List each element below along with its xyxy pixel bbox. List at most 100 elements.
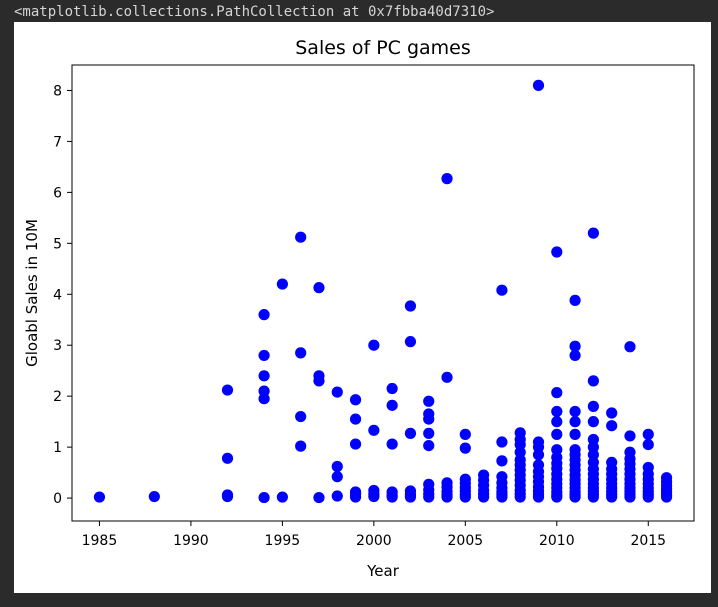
y-axis-title: Gloabl Sales in 10M [23,219,41,367]
scatter-point [569,416,581,428]
y-tick-label: 1 [53,440,62,456]
scatter-point [295,347,307,359]
y-tick-label: 8 [53,83,62,99]
scatter-point [587,375,599,387]
chart-title: Sales of PC games [295,37,471,59]
scatter-point [349,438,362,450]
scatter-point [276,278,288,290]
scatter-point [386,486,398,498]
scatter-point [478,469,490,481]
scatter-point [459,442,471,454]
y-tick-label: 2 [53,389,62,405]
scatter-point [148,490,160,503]
scatter-point [587,227,599,239]
scatter-point [349,486,362,498]
scatter-point [423,395,435,407]
scatter-point [642,428,654,440]
scatter-point [569,428,581,440]
scatter-point [423,427,435,439]
x-tick-label: 2005 [448,533,484,549]
scatter-point [496,436,508,448]
scatter-point [313,282,325,294]
scatter-point [514,427,526,439]
y-axis: 0 1 2 3 4 5 6 7 8 [53,83,72,507]
y-tick-label: 0 [53,491,62,507]
scatter-point [423,408,435,420]
x-tick-label: 2010 [539,533,575,549]
scatter-point [587,433,599,446]
scatter-point [441,371,453,383]
scatter-point [404,485,417,497]
scatter-point [551,246,563,258]
points-layer [93,79,673,504]
scatter-point [423,439,435,452]
scatter-point [423,478,435,490]
scatter-point [606,420,618,432]
scatter-point [221,452,234,464]
scatter-point [295,231,307,243]
scatter-point [551,428,563,440]
scatter-point [386,399,398,411]
scatter-point [606,407,618,419]
x-tick-label: 2015 [630,533,666,549]
scatter-point [258,370,270,382]
figure: Sales of PC games 1985 1990 1995 2000 2005 20… [14,22,711,593]
scatter-point [459,473,471,485]
scatter-point [569,349,581,362]
scatter-point [624,446,636,458]
y-tick-label: 4 [53,287,62,303]
scatter-point [295,410,307,423]
scatter-point [569,340,581,352]
scatter-point [551,444,563,456]
y-tick-label: 6 [53,185,62,201]
scatter-point [532,459,545,471]
scatter-point [459,428,471,440]
scatter-point [404,427,417,439]
scatter-point [368,484,380,497]
scatter-point [368,424,380,436]
scatter-point [386,382,398,395]
scatter-point [569,294,581,306]
scatter-point [221,489,234,501]
scatter-point [313,491,325,504]
x-tick-label: 2000 [356,533,392,549]
scatter-point [551,387,563,399]
scatter-point [331,386,343,398]
scatter-point [642,438,654,451]
scatter-point [496,471,508,483]
scatter-point [331,471,343,483]
scatter-point [295,440,307,452]
scatter-point [258,491,270,504]
scatter-point [660,472,673,484]
scatter-point [276,491,288,503]
scatter-point [624,430,636,442]
y-tick-label: 5 [53,236,62,252]
scatter-point [551,405,563,418]
scatter-point [93,491,106,503]
x-tick-label: 1990 [173,533,209,549]
x-tick-label: 1995 [265,533,301,549]
scatter-point [313,370,325,382]
scatter-point [368,339,380,351]
scatter-point [606,456,618,469]
scatter-point [404,336,417,348]
scatter-point [386,438,398,450]
scatter-point [349,394,362,406]
x-axis: 1985 1990 1995 2000 2005 2010 2015 [82,521,666,549]
scatter-point [569,405,581,418]
scatter-point [258,349,270,362]
x-tick-label: 1985 [82,533,118,549]
scatter-point [258,385,270,397]
scatter-point [532,79,545,91]
scatter-point [331,460,343,473]
axes-frame [71,64,695,522]
scatter-point [551,416,563,428]
scatter-point [404,300,417,312]
scatter-point [642,461,654,474]
scatter-point [587,400,599,412]
x-axis-title: Year [366,562,400,580]
scatter-chart: Sales of PC games 1985 1990 1995 2000 2005 20… [23,37,695,580]
cell-output-text: <matplotlib.collections.PathCollection a… [14,4,495,20]
y-tick-label: 3 [53,338,62,354]
scatter-point [624,341,636,353]
